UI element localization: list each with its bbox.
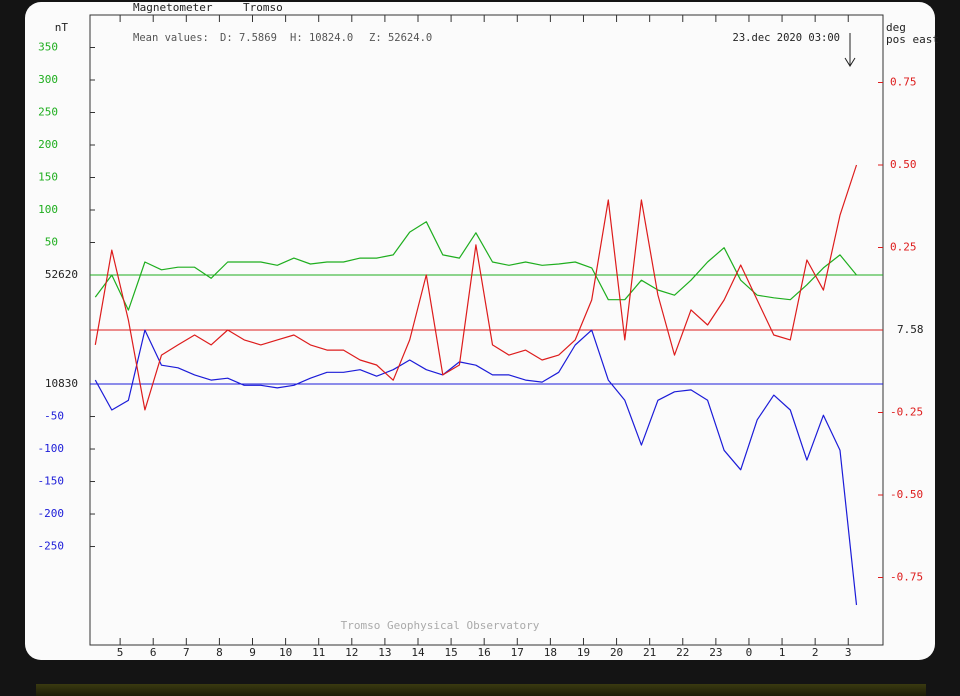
x-tick-label: 14 <box>411 646 425 659</box>
x-tick-label: 19 <box>577 646 590 659</box>
baseline-label: 7.58 <box>897 323 924 336</box>
x-tick-label: 12 <box>345 646 358 659</box>
x-tick-label: 8 <box>216 646 223 659</box>
series-line <box>94 221 857 311</box>
x-tick-label: 7 <box>183 646 190 659</box>
timestamp: 23.dec 2020 03:00 <box>733 32 840 44</box>
x-tick-label: 0 <box>746 646 753 659</box>
x-tick-label: 17 <box>511 646 524 659</box>
y-tick-label: 300 <box>38 73 58 86</box>
mean-h: H: 10824.0 <box>290 32 353 44</box>
time-arrow <box>844 33 856 67</box>
x-tick-label: 23 <box>709 646 722 659</box>
left-unit: nT <box>55 21 69 34</box>
x-tick-label: 2 <box>812 646 819 659</box>
x-tick-label: 15 <box>444 646 457 659</box>
mean-d: D: 7.5869 <box>220 32 277 44</box>
y-tick-label: -250 <box>38 540 65 553</box>
y-tick-label: 50 <box>45 236 58 249</box>
x-tick-label: 5 <box>117 646 124 659</box>
y-tick-label: 0.50 <box>890 158 917 171</box>
chart-title: Magnetometer <box>133 1 213 14</box>
x-tick-label: 16 <box>478 646 491 659</box>
chart: Magnetometer Tromso Mean values: D: 7.58… <box>38 1 939 659</box>
x-tick-label: 22 <box>676 646 689 659</box>
x-tick-label: 11 <box>312 646 325 659</box>
mean-z: Z: 52624.0 <box>369 32 432 44</box>
series-line <box>94 329 858 606</box>
y-tick-label: 150 <box>38 171 58 184</box>
y-tick-label: -0.75 <box>890 571 923 584</box>
y-tick-label: -200 <box>38 507 65 520</box>
x-tick-label: 10 <box>279 646 292 659</box>
baseline-label: 10830 <box>45 377 78 390</box>
footer: Tromso Geophysical Observatory <box>341 619 540 632</box>
y-tick-label: 0.75 <box>890 75 917 88</box>
y-tick-label: -100 <box>38 442 65 455</box>
x-tick-label: 3 <box>845 646 852 659</box>
bottom-strip <box>36 684 926 696</box>
chart-subtitle: Tromso <box>243 1 283 14</box>
x-tick-label: 13 <box>378 646 391 659</box>
baseline-label: 52620 <box>45 268 78 281</box>
panel <box>25 2 935 660</box>
right-unit: deg <box>886 21 906 34</box>
x-tick-label: 20 <box>610 646 623 659</box>
y-tick-label: 200 <box>38 138 58 151</box>
x-tick-label: 18 <box>544 646 557 659</box>
x-tick-label: 9 <box>249 646 256 659</box>
y-tick-label: -0.50 <box>890 488 923 501</box>
y-tick-label: -150 <box>38 475 65 488</box>
y-tick-label: -0.25 <box>890 406 923 419</box>
x-tick-label: 21 <box>643 646 656 659</box>
x-tick-label: 1 <box>779 646 786 659</box>
y-tick-label: 0.25 <box>890 240 917 253</box>
y-tick-label: 100 <box>38 203 58 216</box>
series-line <box>94 164 858 411</box>
y-tick-label: 250 <box>38 106 58 119</box>
mean-label: Mean values: <box>133 32 209 44</box>
y-tick-label: -50 <box>44 410 64 423</box>
y-tick-label: 350 <box>38 41 58 54</box>
x-tick-label: 6 <box>150 646 157 659</box>
right-unit-note: pos east <box>886 33 939 46</box>
